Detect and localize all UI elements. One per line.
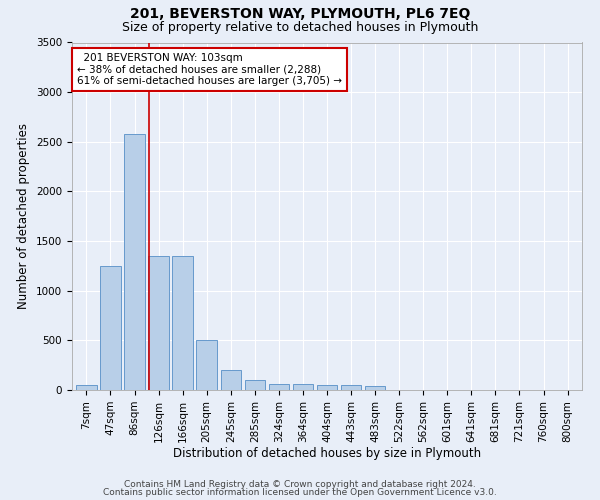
Bar: [100, 266, 121, 390]
X-axis label: Distribution of detached houses by size in Plymouth: Distribution of detached houses by size …: [173, 448, 481, 460]
Bar: [76, 385, 97, 390]
Bar: [124, 134, 145, 390]
Bar: [148, 256, 169, 390]
Text: Contains public sector information licensed under the Open Government Licence v3: Contains public sector information licen…: [103, 488, 497, 497]
Y-axis label: Number of detached properties: Number of detached properties: [17, 123, 31, 309]
Bar: [196, 340, 217, 390]
Text: Contains HM Land Registry data © Crown copyright and database right 2024.: Contains HM Land Registry data © Crown c…: [124, 480, 476, 489]
Bar: [341, 385, 361, 390]
Text: 201, BEVERSTON WAY, PLYMOUTH, PL6 7EQ: 201, BEVERSTON WAY, PLYMOUTH, PL6 7EQ: [130, 8, 470, 22]
Bar: [293, 384, 313, 390]
Bar: [221, 370, 241, 390]
Text: Size of property relative to detached houses in Plymouth: Size of property relative to detached ho…: [122, 21, 478, 34]
Bar: [365, 386, 385, 390]
Bar: [172, 256, 193, 390]
Text: 201 BEVERSTON WAY: 103sqm
← 38% of detached houses are smaller (2,288)
61% of se: 201 BEVERSTON WAY: 103sqm ← 38% of detac…: [77, 53, 342, 86]
Bar: [245, 380, 265, 390]
Bar: [269, 384, 289, 390]
Bar: [317, 385, 337, 390]
